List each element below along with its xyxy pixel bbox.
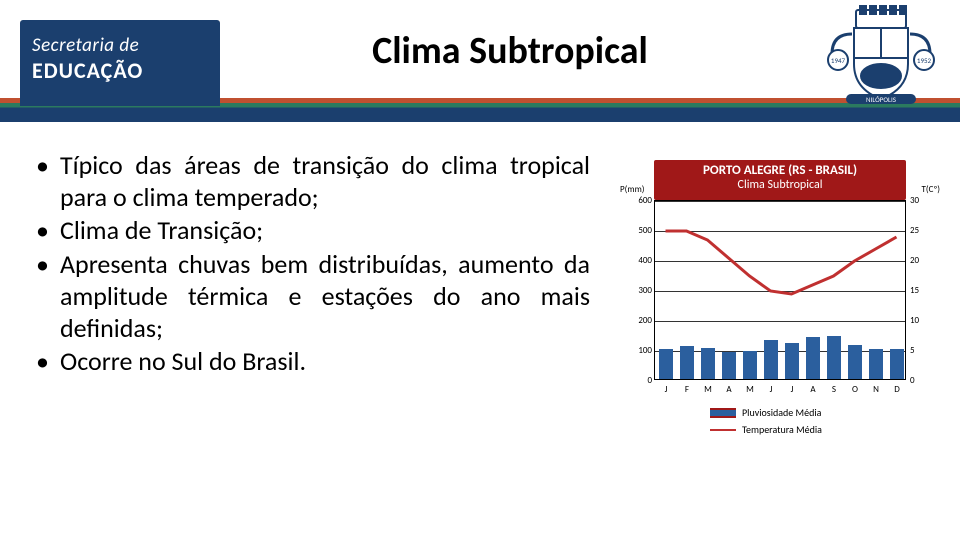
y-left-tick: 500 (634, 225, 652, 236)
bullet-list: Típico das áreas de transição do clima t… (30, 150, 590, 380)
y-right-axis-label: T(Cº) (922, 184, 940, 195)
month-label: J (656, 384, 677, 395)
precip-bar (785, 343, 799, 379)
precip-bar (869, 349, 883, 379)
y-right-tick: 15 (910, 285, 926, 296)
chart-title-line2: Clima Subtropical (654, 179, 906, 193)
month-label: F (677, 384, 698, 395)
city-crest-icon: 1947 1952 NILÓPOLIS (826, 4, 936, 104)
y-right-tick: 10 (910, 315, 926, 326)
y-left-tick: 300 (634, 285, 652, 296)
y-left-tick: 100 (634, 345, 652, 356)
legend-line-icon (710, 429, 736, 431)
month-label: J (761, 384, 782, 395)
precip-bar (701, 348, 715, 380)
precip-bar (848, 345, 862, 380)
y-right-tick: 5 (910, 345, 926, 356)
page-title: Clima Subtropical (260, 28, 760, 74)
chart-title: PORTO ALEGRE (RS - BRASIL) Clima Subtrop… (654, 160, 906, 200)
crest-year-left: 1947 (831, 56, 846, 65)
precip-bar (890, 349, 904, 379)
y-left-axis-label: P(mm) (620, 184, 645, 195)
bullet-item: Apresenta chuvas bem distribuídas, aumen… (30, 249, 590, 344)
legend-bar-icon (710, 408, 736, 418)
y-right-tick: 25 (910, 225, 926, 236)
bullet-item: Ocorre no Sul do Brasil. (30, 346, 590, 378)
y-right-tick: 0 (910, 375, 926, 386)
y-left-tick: 400 (634, 255, 652, 266)
bullet-item: Clima de Transição; (30, 215, 590, 247)
month-label: N (866, 384, 887, 395)
crest-city-name: NILÓPOLIS (866, 95, 896, 104)
chart-plot-area: JFMAMJJASOND (654, 200, 906, 380)
month-label: J (782, 384, 803, 395)
month-label: M (740, 384, 761, 395)
month-label: O (845, 384, 866, 395)
climograph: PORTO ALEGRE (RS - BRASIL) Clima Subtrop… (620, 160, 940, 460)
logo-line1: Secretaria de (32, 34, 208, 57)
bullet-item: Típico das áreas de transição do clima t… (30, 150, 590, 213)
y-left-tick: 200 (634, 315, 652, 326)
y-right-tick: 20 (910, 255, 926, 266)
precip-bar (806, 337, 820, 379)
precip-bar (764, 340, 778, 379)
legend-precip-label: Pluviosidade Média (742, 406, 821, 419)
precip-bar (722, 352, 736, 379)
chart-legend: Pluviosidade Média Temperatura Média (710, 406, 822, 440)
month-label: A (719, 384, 740, 395)
precip-bar (680, 346, 694, 379)
legend-precip: Pluviosidade Média (710, 406, 822, 419)
month-label: M (698, 384, 719, 395)
legend-temp: Temperatura Média (710, 423, 822, 436)
y-right-tick: 30 (910, 195, 926, 206)
month-label: D (887, 384, 908, 395)
precip-bar (743, 351, 757, 380)
y-left-tick: 600 (634, 195, 652, 206)
month-label: A (803, 384, 824, 395)
chart-title-line1: PORTO ALEGRE (RS - BRASIL) (654, 164, 906, 179)
legend-temp-label: Temperatura Média (742, 423, 822, 436)
precip-bar (659, 349, 673, 379)
header: Secretaria de EDUCAÇÃO Clima Subtropical… (0, 0, 960, 130)
logo-line2: EDUCAÇÃO (32, 57, 208, 84)
crest-year-right: 1952 (917, 56, 932, 65)
logo-secretaria: Secretaria de EDUCAÇÃO (20, 20, 220, 106)
y-left-tick: 0 (634, 375, 652, 386)
month-label: S (824, 384, 845, 395)
precip-bar (827, 336, 841, 380)
